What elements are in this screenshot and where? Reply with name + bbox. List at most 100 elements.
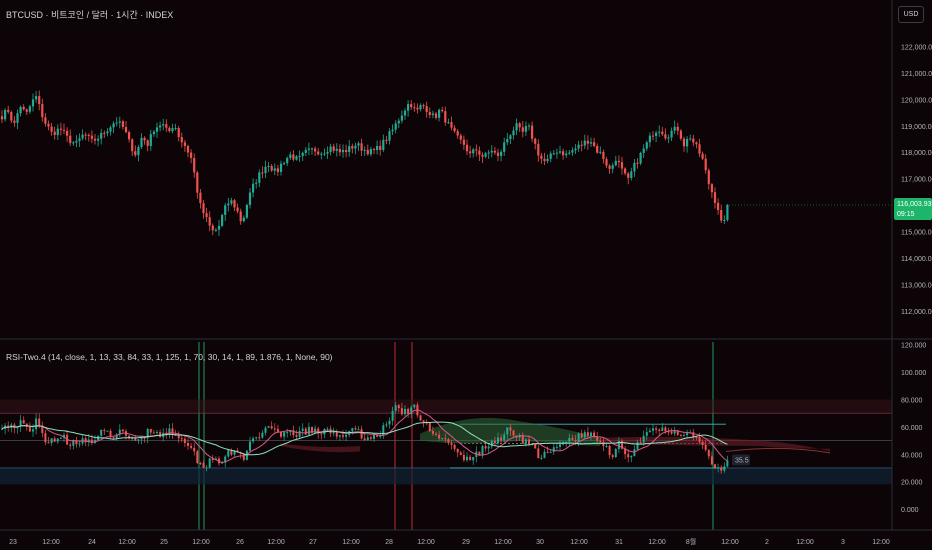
- price-tick-label: 121,000.00: [901, 71, 932, 78]
- rsi-candle-body: [462, 454, 465, 461]
- candle-body: [214, 229, 217, 231]
- rsi-candle-body: [707, 449, 710, 457]
- rsi-candle-body: [289, 430, 292, 433]
- candle-body: [720, 210, 723, 221]
- rsi-candle-body: [583, 432, 586, 438]
- rsi-candle-body: [605, 445, 608, 447]
- rsi-candle-body: [710, 456, 713, 465]
- candle-body: [38, 96, 41, 105]
- rsi-candle-body: [196, 451, 199, 463]
- candle-body: [366, 149, 369, 155]
- candle-body: [87, 134, 90, 136]
- rsi-candle-body: [301, 428, 304, 431]
- rsi-candle-body: [388, 420, 391, 425]
- bull-cloud: [420, 417, 600, 447]
- rsi-candle-body: [180, 438, 183, 440]
- candle-body: [574, 148, 577, 151]
- rsi-candle-body: [676, 430, 679, 435]
- rsi-candle-body: [177, 435, 180, 439]
- candle-body: [180, 137, 183, 143]
- candle-body: [115, 122, 118, 124]
- candle-body: [0, 116, 4, 120]
- candle-body: [292, 154, 295, 160]
- candle-body: [128, 132, 131, 140]
- candle-body: [357, 143, 360, 146]
- candle-body: [230, 200, 233, 204]
- candle-body: [16, 113, 19, 123]
- rsi-candle-body: [140, 437, 143, 440]
- candle-body: [217, 225, 221, 230]
- candle-body: [400, 115, 403, 121]
- rsi-candle-body: [577, 433, 580, 442]
- rsi-candle-body: [146, 428, 149, 439]
- rsi-candle-body: [546, 451, 549, 453]
- rsi-candle-body: [481, 446, 484, 456]
- candle-body: [295, 156, 298, 160]
- candle-body: [258, 172, 261, 183]
- rsi-candle-body: [258, 437, 261, 439]
- rsi-value-label: 35.5: [735, 457, 749, 464]
- rsi-candle-body: [599, 440, 602, 442]
- candle-body: [124, 126, 128, 133]
- candle-body: [583, 140, 586, 146]
- candle-body: [441, 109, 444, 112]
- time-tick-label: 26: [236, 539, 244, 546]
- candle-body: [369, 149, 372, 155]
- rsi-candle-body: [13, 424, 16, 429]
- rsi-candle-body: [273, 428, 276, 430]
- rsi-candle-body: [509, 427, 512, 431]
- rsi-candle-body: [100, 429, 103, 436]
- candle-body: [183, 142, 186, 147]
- rsi-candle-body: [658, 429, 661, 432]
- candle-body: [227, 203, 230, 206]
- rsi-candle-body: [363, 438, 366, 441]
- rsi-candle-body: [22, 420, 25, 424]
- rsi-candle-body: [338, 435, 341, 437]
- rsi-candle-body: [376, 434, 379, 437]
- rsi-value-box: [732, 454, 750, 466]
- price-tick-label: 122,000.00: [901, 45, 932, 52]
- candle-body: [143, 137, 146, 141]
- rsi-candle-body: [648, 430, 651, 433]
- price-pane[interactable]: [0, 90, 892, 236]
- rsi-pane[interactable]: 35.5: [0, 342, 892, 530]
- rsi-candle-body: [205, 467, 208, 469]
- candle-body: [397, 120, 400, 124]
- candle-body: [701, 153, 704, 159]
- candle-body: [75, 140, 78, 143]
- candle-body: [155, 127, 159, 132]
- candle-body: [689, 138, 692, 140]
- rsi-candle-body: [25, 423, 28, 427]
- rsi-candle-body: [311, 426, 313, 433]
- rsi-candle-body: [472, 457, 475, 461]
- currency-button[interactable]: USD: [898, 6, 924, 23]
- rsi-candle-body: [431, 430, 434, 434]
- time-tick-label: 12:00: [417, 539, 435, 546]
- rsi-candle-body: [459, 452, 462, 455]
- rsi-candle-body: [726, 460, 729, 467]
- candle-body: [326, 152, 329, 154]
- candle-body: [261, 172, 264, 174]
- candle-body: [304, 149, 307, 153]
- candle-body: [546, 158, 549, 162]
- candle-body: [211, 225, 214, 231]
- rsi-candle-body: [369, 437, 372, 439]
- rsi-candle-body: [400, 408, 403, 415]
- rsi-candle-body: [633, 449, 636, 456]
- time-tick-label: 31: [615, 539, 623, 546]
- rsi-candle-body: [537, 448, 540, 459]
- rsi-candle-body: [652, 428, 654, 431]
- candle-body: [10, 111, 13, 121]
- candle-body: [270, 165, 273, 171]
- candle-body: [66, 130, 69, 136]
- candle-body: [614, 160, 617, 166]
- candle-body: [651, 135, 655, 137]
- candle-body: [673, 126, 676, 131]
- rsi-candle-body: [342, 435, 344, 437]
- rsi-candle-body: [115, 434, 118, 439]
- time-tick-label: 12:00: [494, 539, 512, 546]
- rsi-candle-body: [441, 438, 444, 440]
- rsi-candle-body: [283, 432, 286, 437]
- candle-body: [22, 106, 25, 110]
